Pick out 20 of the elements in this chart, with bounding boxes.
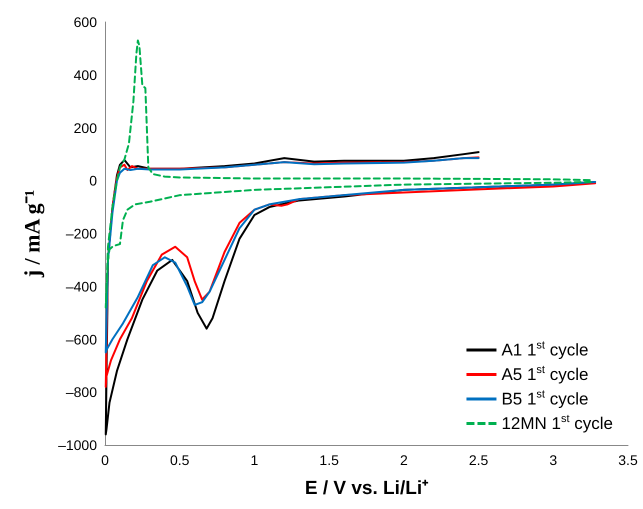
y-tick-label: –600 <box>66 331 98 348</box>
y-tick-label: 0 <box>89 172 98 189</box>
y-tick-label: –400 <box>66 278 98 294</box>
x-tick-label: 3.5 <box>618 452 638 468</box>
x-tick-label: 1 <box>250 452 259 468</box>
x-tick-label: 0 <box>101 452 110 468</box>
line-series <box>104 40 592 309</box>
x-tick-label: 2.5 <box>468 452 489 468</box>
x-tick-label: 2 <box>400 452 408 468</box>
x-tick-label: 3 <box>549 452 558 468</box>
y-tick-label: 200 <box>74 120 98 136</box>
x-tick-label: 0.5 <box>170 452 190 468</box>
x-tick-label: 1.5 <box>319 452 340 468</box>
y-axis-title: j / mA g⁻¹ <box>20 190 44 278</box>
y-tick-label: –800 <box>66 384 98 400</box>
y-tick-label: –200 <box>66 226 98 242</box>
y-tick-label: 400 <box>74 66 98 83</box>
y-tick-label: 600 <box>74 14 98 30</box>
y-tick-label: –1000 <box>58 437 98 453</box>
x-axis-title: E / V vs. Li/Li⁺ <box>304 478 430 499</box>
